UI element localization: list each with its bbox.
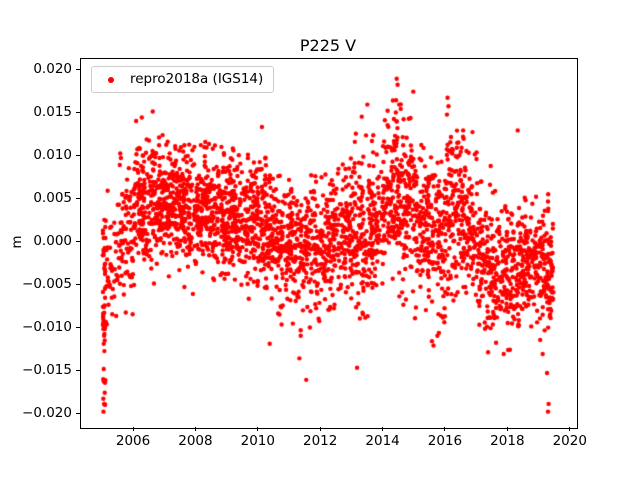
y-tick-mark (76, 197, 80, 199)
legend-marker-dot (108, 76, 114, 83)
plot-area: repro2018a (IGS14) (80, 58, 578, 429)
chart-title: P225 V (299, 36, 357, 55)
legend-label: repro2018a (IGS14) (130, 71, 264, 87)
y-tick-mark (76, 369, 80, 371)
x-tick-mark (194, 427, 196, 431)
x-tick-label: 2008 (178, 433, 213, 449)
x-tick-label: 2010 (240, 433, 275, 449)
x-tick-label: 2020 (552, 433, 587, 449)
y-tick-label: −0.010 (22, 319, 72, 336)
y-tick-label: 0.005 (33, 190, 72, 207)
y-tick-mark (76, 412, 80, 414)
x-tick-label: 2018 (490, 433, 525, 449)
y-tick-mark (76, 326, 80, 328)
y-tick-label: −0.020 (22, 405, 72, 422)
x-tick-label: 2012 (303, 433, 338, 449)
x-tick-mark (444, 427, 446, 431)
y-tick-label: 0.015 (33, 104, 72, 121)
x-tick-mark (506, 427, 508, 431)
y-tick-mark (76, 283, 80, 285)
x-tick-mark (319, 427, 321, 431)
x-tick-mark (257, 427, 259, 431)
x-tick-label: 2014 (365, 433, 400, 449)
y-tick-label: 0.000 (33, 233, 72, 250)
y-tick-label: 0.010 (33, 147, 72, 164)
y-tick-label: 0.020 (33, 61, 72, 78)
y-tick-mark (76, 68, 80, 70)
legend-marker-handle (98, 75, 124, 85)
x-tick-label: 2016 (427, 433, 463, 449)
x-tick-mark (382, 427, 384, 431)
x-tick-mark (569, 427, 571, 431)
y-tick-label: −0.015 (22, 362, 72, 379)
x-tick-label: 2006 (115, 433, 151, 449)
y-tick-label: −0.005 (22, 276, 72, 293)
scatter-points-canvas (81, 59, 577, 428)
x-tick-mark (132, 427, 134, 431)
y-tick-mark (76, 111, 80, 113)
y-tick-mark (76, 154, 80, 156)
legend: repro2018a (IGS14) (91, 66, 275, 93)
y-tick-mark (76, 240, 80, 242)
